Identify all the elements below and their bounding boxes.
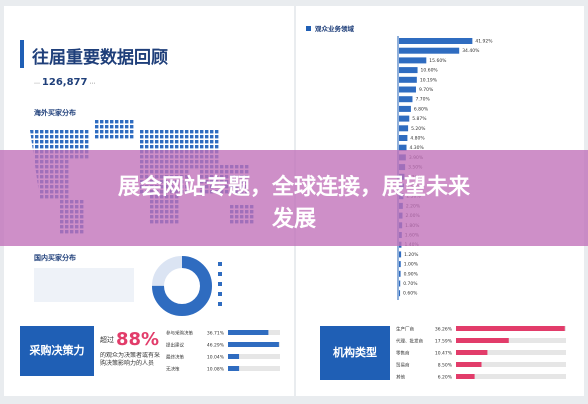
org-bar [456,374,475,379]
overlay-line1: 展会网站专题，全球连接，展望未来 [118,174,471,200]
decision-box [20,326,94,376]
bar-label: 1.20% [404,252,419,258]
bar [399,47,460,54]
bar [399,86,416,93]
decision-box-label: 采购决策力 [29,343,85,357]
decision-category: 提出建议 [166,342,184,349]
decision-category: 参与采购决策 [166,330,193,337]
org-category: 贸易商 [396,362,410,369]
visitor-count: … 126,877 … [34,77,95,88]
org-label: 10.47% [435,351,453,357]
bar [399,251,402,258]
bar [399,67,418,74]
bar [399,38,473,44]
org-box [320,326,390,380]
bar-label: 1.00% [404,262,419,268]
decision-highlight: 88% [116,329,159,350]
org-category: 其他 [396,374,405,381]
org-label: 17.59% [435,339,453,345]
bar-label: 0.70% [403,281,418,287]
org-track [456,374,566,379]
bar-label: 9.70% [419,87,434,93]
org-category: 零售商 [396,350,410,357]
bar [399,135,408,141]
bar-label: 4.30% [410,145,425,151]
bar-label: 0.60% [403,291,418,297]
bar [399,57,427,64]
bar [399,115,410,122]
bar-label: 6.80% [414,106,429,112]
org-track [456,338,566,343]
bar-label: 5.20% [411,126,426,132]
overseas-title: 海外买家分布 [34,108,76,117]
org-bar [456,338,509,343]
decision-label: 10.08% [207,367,225,373]
overlay-line2: 发展 [271,206,316,232]
bar [399,125,409,132]
decision-track [228,354,280,359]
bar [399,105,411,112]
org-box-label: 机构类型 [333,345,377,359]
bar [399,261,401,268]
org-bar [456,326,565,331]
org-bar [456,350,488,355]
decision-category: 无决策 [166,366,180,373]
bar-label: 34.40% [462,48,480,54]
bar-label: 0.90% [404,271,419,277]
bar [399,270,401,277]
decision-label: 10.04% [207,355,225,361]
bar [399,280,401,287]
decision-note: 的观众为决策者或有采购决策影响力的人员 [100,352,161,367]
left-title: 往届重要数据回顾 [32,47,168,68]
right-accent [306,26,311,31]
org-bar [456,362,482,367]
decision-bar [228,366,240,371]
right-title: 观众业务领域 [315,24,355,33]
bar-label: 4.80% [410,136,425,142]
bar-label: 41.92% [475,39,493,45]
overlay-band [0,150,588,246]
decision-bar [228,330,269,335]
bar-label: 10.19% [420,77,438,83]
bar-label: 15.60% [429,58,447,64]
bar [399,290,401,297]
org-category: 生产厂商 [396,326,414,333]
org-track [456,362,566,367]
bar [399,76,417,83]
org-category: 代理、批发商 [396,338,423,345]
bar-label: 10.60% [421,68,439,74]
bar-label: 5.87% [412,116,427,122]
decision-track [228,366,280,371]
title-accent [20,40,24,68]
decision-label: 46.29% [207,343,225,349]
bar-label: 7.70% [415,97,430,103]
decision-bar [228,342,279,347]
decision-bar [228,354,240,359]
org-track [456,350,566,355]
org-label: 6.20% [438,375,453,381]
decision-label: 36.71% [207,331,225,337]
decision-note-box: 的观众为决策者或有采购决策影响力的人员 [100,352,161,367]
org-label: 8.50% [438,363,453,369]
decision-lead: 超过 [100,335,114,344]
donut-legend [218,262,222,306]
bar [399,144,407,151]
domestic-note [34,268,134,302]
donut [152,256,212,316]
decision-category: 最终决策 [166,354,184,361]
domestic-title: 国内买家分布 [34,253,76,262]
bar [399,96,413,103]
org-label: 36.26% [435,327,453,333]
